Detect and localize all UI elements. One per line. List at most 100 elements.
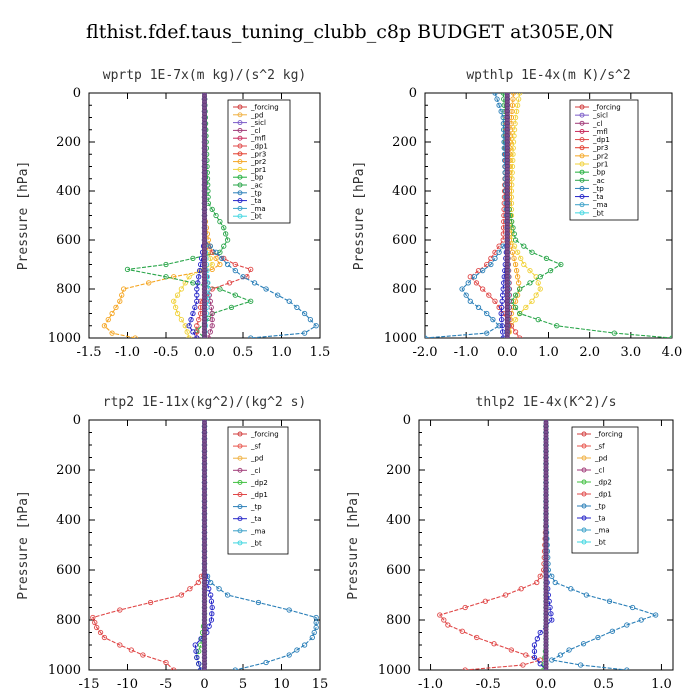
point_pr1 [174, 292, 181, 298]
point_ac [611, 330, 618, 336]
y-tick-label: 800 [56, 282, 81, 297]
point_pr1 [521, 261, 527, 268]
point_pr2 [109, 330, 115, 336]
legend-marker_ac [579, 177, 585, 183]
legend-marker_pr1 [237, 166, 243, 172]
point_pr1 [535, 280, 541, 286]
point_tp [248, 335, 254, 338]
x-tick-label: 0.0 [497, 345, 518, 360]
legend-marker_ma [237, 528, 243, 534]
point_ac [163, 261, 169, 268]
point_pr1 [509, 169, 515, 176]
x-tick-label: 0.5 [593, 677, 614, 692]
x-tick-label: 0.5 [233, 345, 254, 360]
legend-marker_bp [579, 169, 585, 175]
point_ta [537, 629, 543, 636]
point_dp1 [117, 642, 123, 648]
legend-label: _tp [594, 503, 606, 511]
legend-marker_mfl [237, 135, 243, 141]
chart-panel-2: wpthlp 1E-4x(m K)/s^2 Pressure [hPa] 0 200 4… [352, 68, 682, 360]
point_pr1 [517, 93, 523, 96]
x-tick-label: 1.5 [310, 345, 331, 360]
point_pr2 [514, 274, 521, 280]
point_pr1 [516, 96, 522, 102]
chart-panel-3: rtp2 1E-11x(kg^2)/(kg^2 s) Pressure [hPa]… [16, 395, 328, 692]
point_dp1 [209, 249, 215, 255]
legend-marker_tp [581, 503, 587, 509]
point_ta [194, 292, 200, 298]
legend-label: _cl [592, 120, 602, 128]
series-line_pr2 [506, 93, 521, 338]
point_ac [163, 274, 169, 280]
zero-column-marker [202, 667, 207, 670]
point_tp [549, 573, 555, 579]
point_pr1 [209, 261, 215, 268]
y-tick-label: 600 [392, 233, 417, 248]
series-line_tp [203, 93, 317, 338]
legend-label: _bt [250, 539, 262, 547]
point_dp1 [512, 329, 519, 335]
y-tick-label: 1000 [378, 663, 411, 678]
y-tick-label: 400 [56, 513, 81, 528]
y-tick-label: 0 [409, 86, 417, 101]
point_ta [193, 648, 199, 654]
point_ta [194, 286, 200, 292]
legend-marker_tp [579, 185, 585, 191]
zero-column-marker [543, 667, 549, 670]
point_tp [263, 659, 269, 666]
legend-label: _pr1 [592, 161, 608, 169]
point_tp [624, 622, 630, 628]
point_dp1 [194, 323, 200, 329]
x-tick-label: 1.0 [271, 345, 292, 360]
legend-label: _ta [594, 515, 606, 523]
point_dp1 [163, 659, 169, 666]
point_ac [223, 231, 229, 237]
point_ta [208, 617, 215, 623]
x-tick-label: -1.0 [454, 345, 479, 360]
legend-label: _mfl [250, 135, 266, 143]
point_tp [492, 93, 498, 96]
point_ta [208, 592, 214, 598]
point_ta [208, 598, 215, 604]
series-group [437, 420, 659, 670]
legend-marker_dp2 [581, 479, 587, 485]
point_tp [549, 657, 555, 663]
point_dp1 [195, 579, 201, 586]
panel-title: rtp2 1E-11x(kg^2)/(kg^2 s) [103, 395, 307, 410]
point_pr1 [510, 139, 517, 145]
point_ac [512, 304, 519, 311]
point_pr2 [213, 255, 219, 262]
legend-marker_ma [237, 205, 243, 211]
legend-label: _sicl [592, 112, 608, 120]
y-tick-label: 600 [386, 563, 411, 578]
point_tp [224, 592, 231, 598]
x-tick-label: -10 [117, 677, 138, 692]
point_tp [552, 579, 558, 586]
point_dp1 [171, 667, 177, 670]
point_tp [274, 292, 281, 298]
point_pr2 [171, 274, 177, 280]
point_tp [577, 662, 584, 668]
point_dp1 [492, 298, 498, 304]
legend: _forcing _sf _pd _cl _dp2 _dp1 _tp _ta _ma _bt [227, 426, 289, 555]
x-tick-label: 4.0 [662, 345, 683, 360]
legend-marker_bt [237, 213, 243, 219]
point_ac [213, 212, 219, 219]
legend-label: _dp1 [594, 491, 612, 499]
legend-marker_pr2 [237, 159, 243, 165]
point_pr2 [512, 261, 519, 268]
point_ac [521, 243, 527, 249]
legend-label: _tp [592, 185, 604, 193]
point_ta [186, 323, 192, 329]
point_tp [301, 642, 308, 648]
legend-label: _bt [250, 213, 262, 221]
y-tick-label: 600 [56, 563, 81, 578]
legend-label: _ta [592, 193, 604, 201]
legend-label: _tp [250, 503, 262, 511]
legend-marker_pr3 [237, 151, 243, 157]
y-tick-label: 1000 [384, 331, 417, 346]
point_pr2 [217, 261, 223, 268]
point_dp1 [248, 266, 254, 273]
x-tick-label: -1.5 [76, 345, 101, 360]
legend-label: _tp [250, 189, 262, 197]
